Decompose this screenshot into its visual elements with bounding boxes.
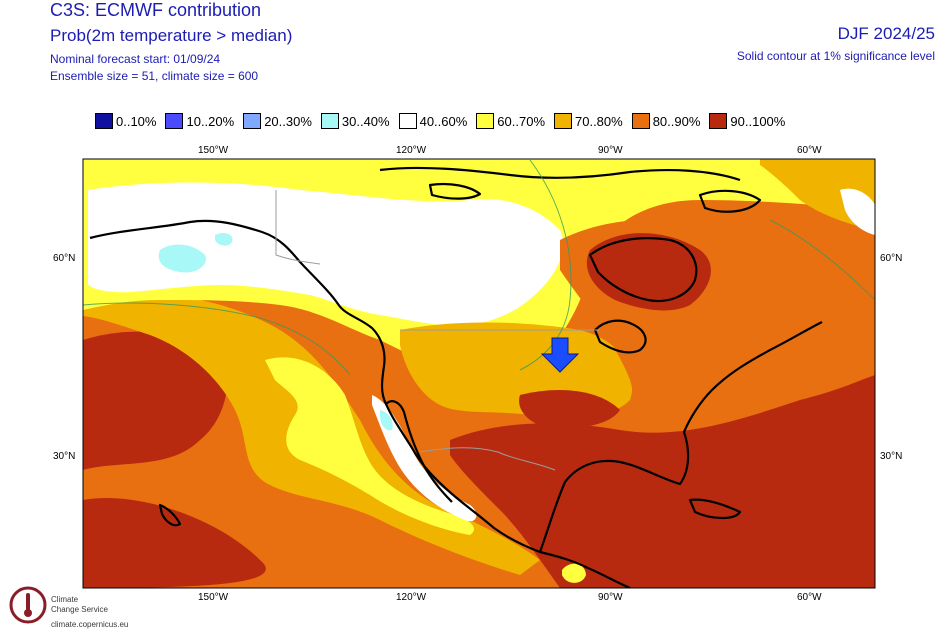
- legend-swatch: [476, 113, 495, 129]
- logo-text: Climate Change Service: [51, 595, 108, 615]
- legend-swatch: [709, 113, 728, 129]
- lat-label-left: 60°N: [53, 253, 76, 264]
- baja-30-40-region: [380, 410, 393, 431]
- cuba-outline: [688, 498, 742, 520]
- legend-swatch: [320, 113, 339, 129]
- lon-label-top: 60°W: [797, 145, 822, 156]
- legend-label: 80..90%: [652, 113, 701, 129]
- hawaii-outline: [158, 503, 182, 527]
- legend-label: 90..100%: [730, 113, 786, 129]
- lon-label-bottom: 120°W: [396, 592, 427, 603]
- legend-label: 70..80%: [575, 113, 623, 129]
- map-title: C3S: ECMWF contribution: [50, 0, 262, 20]
- significance-contour: [519, 159, 572, 371]
- legend-item: 90..100%: [709, 113, 785, 129]
- copernicus-logo-icon: [9, 586, 47, 624]
- legend-item: 70..80%: [554, 113, 623, 129]
- legend-item: 60..70%: [476, 113, 545, 129]
- legend-item: 0..10%: [95, 113, 156, 129]
- us-south-90-100-region: [519, 390, 620, 429]
- us-mexico-border: [419, 447, 556, 471]
- baja-coastline: [385, 400, 453, 503]
- lon-label-bottom: 90°W: [598, 592, 623, 603]
- alaska-canada-border: [275, 190, 321, 265]
- legend-label: 0..10%: [116, 113, 157, 129]
- legend-item: 30..40%: [320, 113, 390, 129]
- season-label: DJF 2024/25: [837, 24, 935, 43]
- legend-swatch: [554, 113, 572, 129]
- legend-swatch: [631, 113, 650, 129]
- pacific-90-100-region: [83, 331, 228, 470]
- alaska-30-40-region: [158, 244, 206, 273]
- lat-label-right: 30°N: [880, 451, 903, 462]
- map-subtitle: Prob(2m temperature > median): [50, 26, 293, 45]
- legend-item: 20..30%: [243, 113, 312, 129]
- hudson-bay-outline: [588, 237, 698, 303]
- lon-label-top: 120°W: [396, 145, 427, 156]
- legend-swatch: [398, 113, 417, 129]
- forecast-start-text: Nominal forecast start: 01/09/24: [50, 52, 221, 66]
- great-lakes-outline: [593, 319, 647, 354]
- arctic-coastline: [379, 166, 741, 182]
- lon-label-top: 90°W: [598, 145, 623, 156]
- coastal-60-70-region: [265, 357, 475, 535]
- pacific-south-90-100-region: [83, 498, 266, 588]
- legend-swatch: [243, 113, 262, 129]
- arctic-island-outline: [698, 189, 762, 213]
- legend-item: 80..90%: [631, 113, 701, 129]
- legend-swatch: [165, 113, 184, 129]
- lat-label-right: 60°N: [880, 253, 903, 264]
- arctic-island-outline: [428, 182, 482, 200]
- logo-line-1: Climate: [51, 595, 79, 604]
- legend-swatch: [95, 113, 113, 129]
- lon-label-bottom: 150°W: [198, 592, 229, 603]
- greenland-40-60-region: [840, 188, 875, 235]
- legend-item: 10..20%: [165, 113, 234, 129]
- legend-label: 20..30%: [264, 113, 312, 129]
- legend-label: 60..70%: [497, 113, 545, 129]
- lat-label-left: 30°N: [53, 451, 76, 462]
- legend-item: 40..60%: [398, 113, 468, 129]
- north-40-60-region: [88, 182, 564, 326]
- down-arrow-icon: [540, 337, 580, 373]
- legend-label: 40..60%: [419, 113, 468, 129]
- central-america-60-70-region: [562, 563, 586, 583]
- significance-note: Solid contour at 1% significance level: [736, 49, 935, 63]
- lon-label-top: 150°W: [198, 145, 229, 156]
- significance-contour: [769, 219, 875, 301]
- map-frame: [82, 158, 876, 589]
- alaska-30-40-region: [215, 232, 233, 246]
- legend-label: 30..40%: [341, 113, 390, 129]
- west-coastline: [89, 219, 631, 588]
- ensemble-size-text: Ensemble size = 51, climate size = 600: [50, 69, 259, 83]
- significance-contour: [83, 302, 351, 376]
- probability-legend: 0..10% 10..20% 20..30% 30..40% 40..60% 6…: [95, 111, 794, 131]
- gulf-coastline: [538, 321, 823, 553]
- lon-label-bottom: 60°W: [797, 592, 822, 603]
- hudson-90-100-region: [586, 233, 711, 311]
- logo-url: climate.copernicus.eu: [51, 620, 129, 629]
- legend-label: 10..20%: [186, 113, 235, 129]
- logo-line-2: Change Service: [51, 605, 108, 614]
